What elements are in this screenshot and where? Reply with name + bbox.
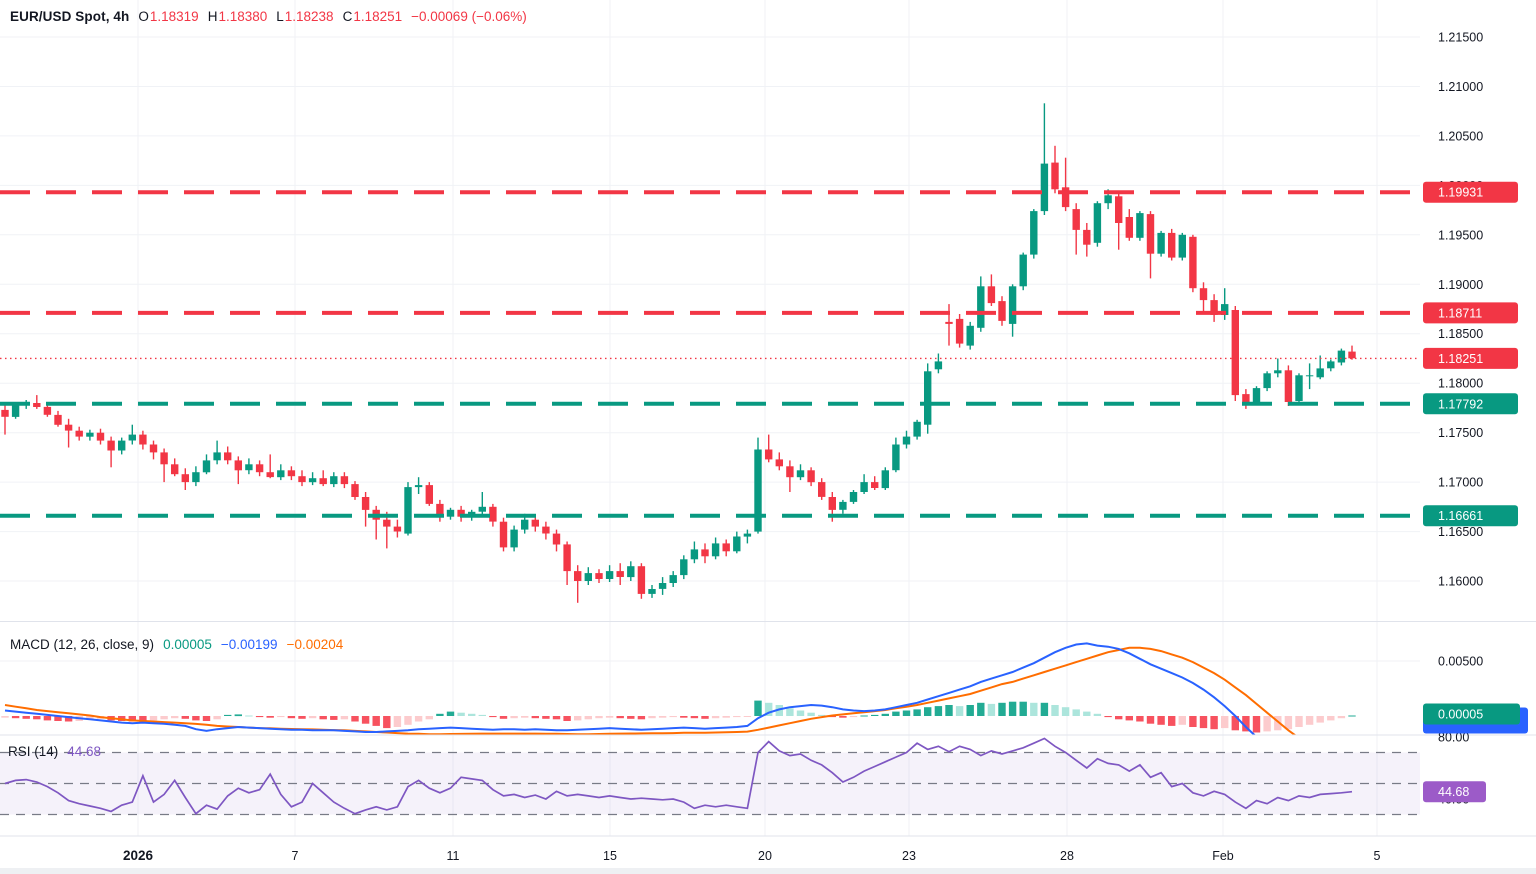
svg-text:1.21000: 1.21000 <box>1438 80 1483 94</box>
price-change: −0.00069 (−0.06%) <box>411 9 527 24</box>
svg-text:1.17500: 1.17500 <box>1438 426 1483 440</box>
ohlc-low: L 1.18238 <box>276 9 334 24</box>
macd-signal-value: −0.00204 <box>286 637 344 652</box>
macd-hist-value: 0.00005 <box>163 637 212 652</box>
rsi-value: 44.68 <box>67 744 102 759</box>
candles-layer <box>1 103 1356 603</box>
rsi-band-lines <box>0 751 1420 816</box>
svg-text:1.19000: 1.19000 <box>1438 278 1483 292</box>
price-axis-badges: 1.19931 1.18711 1.18251 1.17792 1.16661 … <box>1423 181 1528 803</box>
svg-text:23: 23 <box>902 849 916 863</box>
macd-signal-line <box>4 646 1297 735</box>
axis-price-badge: 1.18711 <box>1423 302 1518 324</box>
svg-text:1.19500: 1.19500 <box>1438 228 1483 242</box>
ohlc-close: C 1.18251 <box>342 9 403 24</box>
svg-text:0.00005: 0.00005 <box>1438 708 1483 722</box>
svg-text:80.00: 80.00 <box>1438 731 1469 745</box>
axis-price-badge: 44.68 <box>1423 781 1486 803</box>
svg-text:2026: 2026 <box>123 848 154 863</box>
svg-text:1.18711: 1.18711 <box>1438 306 1482 320</box>
rsi-legend: RSI (14) 44.68 <box>8 744 101 759</box>
svg-text:1.16500: 1.16500 <box>1438 525 1483 539</box>
svg-text:20: 20 <box>758 849 772 863</box>
axis-price-badge: 0.00005 <box>1423 703 1520 725</box>
ohlc-high: H 1.18380 <box>207 9 268 24</box>
axis-price-badge: 1.19931 <box>1423 181 1518 203</box>
macd-lines <box>4 642 1297 735</box>
svg-text:1.20500: 1.20500 <box>1438 129 1483 143</box>
svg-text:11: 11 <box>447 849 460 863</box>
symbol-title: EUR/USD Spot, 4h <box>10 9 130 24</box>
pane-separators[interactable] <box>0 621 1536 837</box>
rsi-title: RSI (14) <box>8 744 59 759</box>
macd-histogram <box>1 700 1356 733</box>
svg-text:1.21500: 1.21500 <box>1438 31 1483 45</box>
svg-text:5: 5 <box>1374 849 1381 863</box>
svg-text:0.00500: 0.00500 <box>1438 655 1483 669</box>
svg-text:1.18500: 1.18500 <box>1438 327 1483 341</box>
vertical-gridlines <box>137 0 1378 836</box>
axis-price-badge: 1.17792 <box>1423 393 1518 415</box>
svg-text:1.18251: 1.18251 <box>1438 352 1483 366</box>
svg-text:28: 28 <box>1060 849 1074 863</box>
svg-text:15: 15 <box>603 849 617 863</box>
macd-legend: MACD (12, 26, close, 9) 0.00005 −0.00199… <box>10 637 343 652</box>
ohlc-open: O 1.18319 <box>138 9 199 24</box>
price-axis[interactable]: 1.215001.210001.205001.200001.195001.190… <box>1438 31 1483 807</box>
svg-text:44.68: 44.68 <box>1438 785 1469 799</box>
macd-title: MACD (12, 26, close, 9) <box>10 637 155 652</box>
svg-text:1.17792: 1.17792 <box>1438 397 1483 411</box>
svg-text:1.16661: 1.16661 <box>1438 509 1483 523</box>
macd-line-value: −0.00199 <box>220 637 278 652</box>
footer-strip <box>0 868 1536 874</box>
svg-text:Feb: Feb <box>1212 849 1234 863</box>
rsi-line <box>4 737 1353 815</box>
svg-text:7: 7 <box>292 849 299 863</box>
price-gridlines <box>0 36 1420 582</box>
svg-text:1.17000: 1.17000 <box>1438 476 1483 490</box>
main-chart-legend: EUR/USD Spot, 4h O 1.18319 H 1.18380 L 1.18… <box>10 9 527 24</box>
macd-main-line <box>4 642 1256 735</box>
svg-text:1.18000: 1.18000 <box>1438 377 1483 391</box>
svg-text:1.19931: 1.19931 <box>1438 186 1483 200</box>
time-axis[interactable]: 2026 7 11 15 20 23 28 Feb 5 <box>123 848 1381 863</box>
support-resistance-lines[interactable] <box>0 190 1420 518</box>
axis-price-badge: 1.16661 <box>1423 505 1518 527</box>
axis-price-badge: 1.18251 <box>1423 347 1518 369</box>
svg-text:1.16000: 1.16000 <box>1438 575 1483 589</box>
